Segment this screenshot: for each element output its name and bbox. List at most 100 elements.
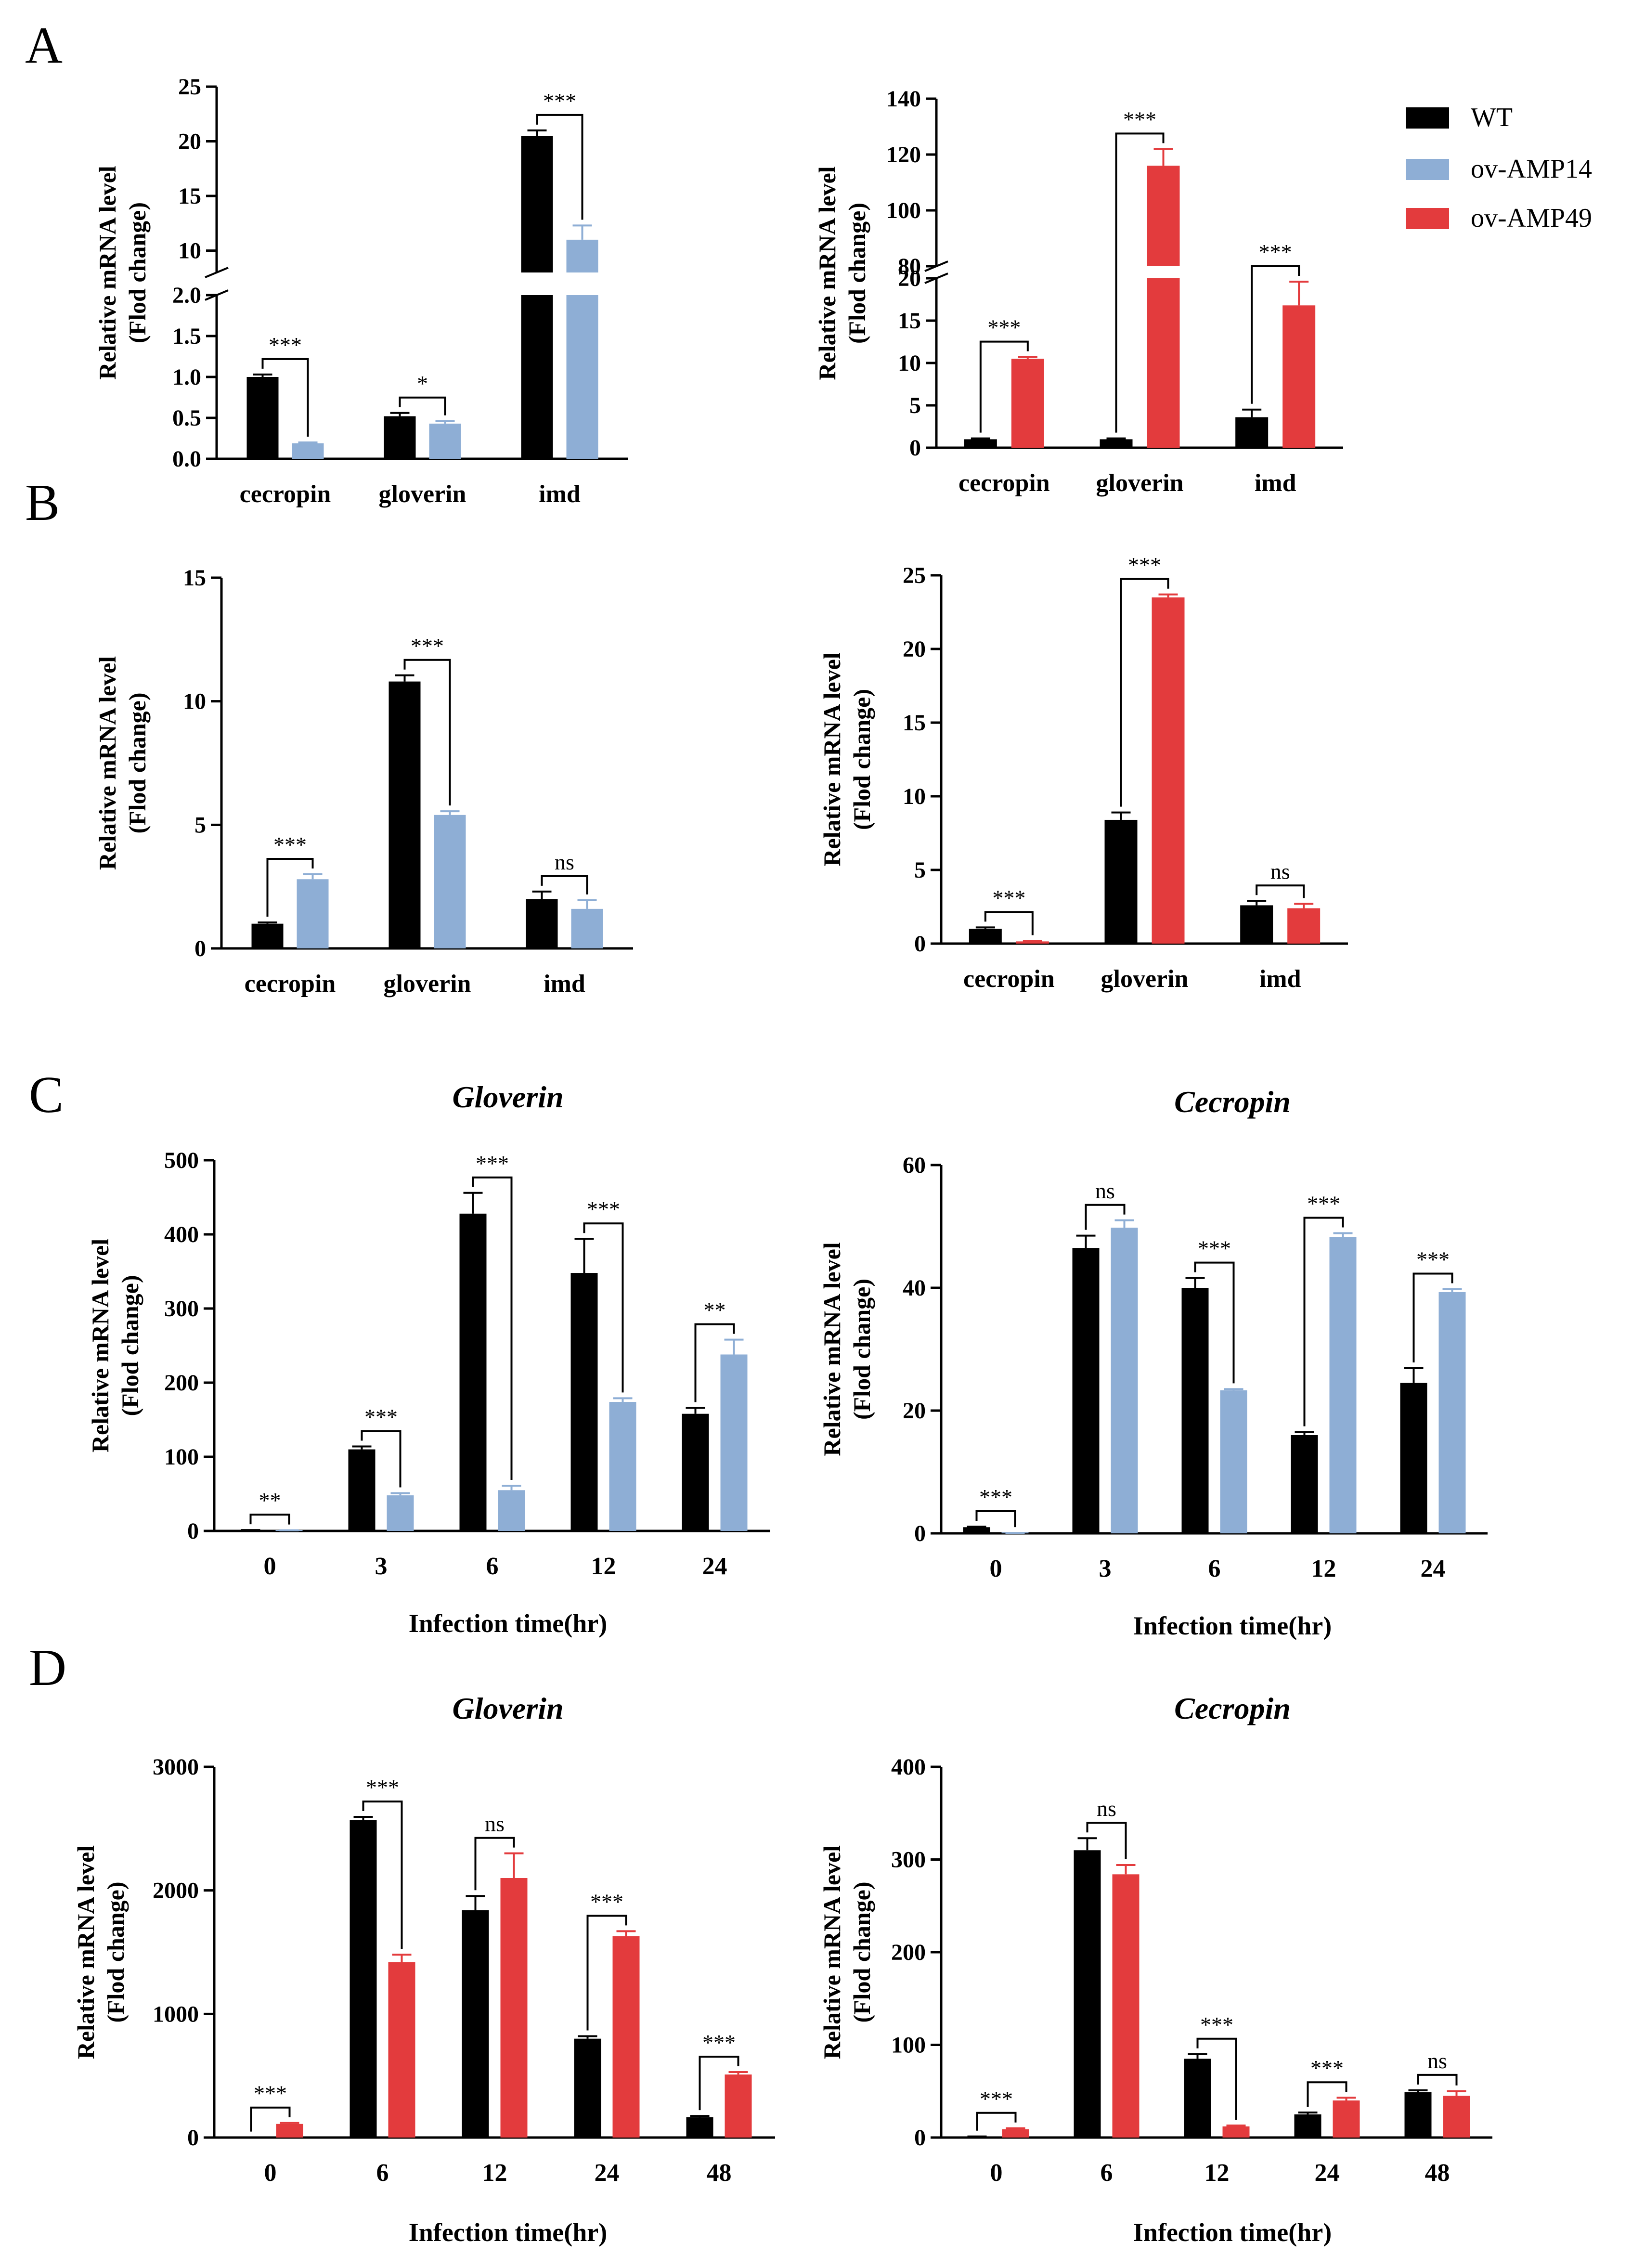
- bar-ov-amp14: [609, 1402, 636, 1531]
- bar-ov-amp14: [571, 908, 603, 948]
- significance-label: ***: [476, 1151, 509, 1176]
- y-axis-label: Relative mRNA level: [814, 166, 841, 380]
- x-tick-label: 24: [1315, 2159, 1340, 2187]
- y-tick-label: 25: [903, 563, 926, 588]
- axis-break-mark: [924, 260, 948, 272]
- significance-label: ns: [1270, 859, 1290, 883]
- x-tick-label: gloverin: [384, 970, 471, 998]
- significance-label: ***: [254, 2081, 287, 2106]
- panel-label-B: B: [25, 474, 60, 531]
- bar-wt: [1235, 417, 1269, 448]
- y-tick-label: 10: [183, 689, 206, 714]
- bar-ov-amp14: [429, 423, 461, 459]
- significance-label: ***: [1123, 107, 1156, 131]
- significance-bracket: [1412, 1272, 1453, 1363]
- x-tick-label: 12: [591, 1553, 616, 1580]
- significance-label: **: [259, 1488, 281, 1513]
- y-tick-label: 60: [903, 1153, 926, 1178]
- y-axis-label: Relative mRNA level: [87, 1239, 114, 1452]
- significance-bracket: [249, 1514, 290, 1525]
- bar-wt: [1240, 905, 1273, 944]
- significance-label: ***: [1198, 1236, 1231, 1261]
- x-tick-label: 0: [990, 2159, 1003, 2187]
- bar-wt: [1100, 439, 1133, 448]
- bar-wt: [1104, 819, 1138, 944]
- significance-bracket: [583, 1222, 624, 1393]
- bar-wt: [1404, 2092, 1432, 2138]
- y-tick-label: 40: [903, 1275, 926, 1301]
- significance-label: ***: [1200, 2012, 1233, 2037]
- y-axis-label: Relative mRNA level: [94, 166, 121, 379]
- significance-bracket: [976, 2112, 1017, 2131]
- y-axis-label-unit: (Flod change): [102, 1881, 129, 2022]
- axis-break-gap: [519, 272, 600, 295]
- x-tick-label: gloverin: [379, 480, 466, 508]
- y-axis-label: Relative mRNA level: [818, 1845, 845, 2059]
- bar-wt: [1294, 2114, 1321, 2138]
- bar-wt: [459, 1213, 487, 1531]
- y-tick-label: 1.0: [172, 364, 201, 390]
- chart-c-gloverin: 0 100 200 300 400 500 Relative mRNA level (Flod…: [87, 1080, 770, 1638]
- y-tick-label: 20: [178, 129, 201, 155]
- significance-bracket: [536, 114, 583, 220]
- x-tick-label: 6: [376, 2159, 389, 2187]
- bar-wt: [389, 681, 421, 948]
- chart-title: Gloverin: [452, 1080, 563, 1114]
- axis-break-gap: [245, 272, 326, 295]
- y-tick-label: 0.5: [172, 405, 201, 431]
- significance-bracket: [1085, 1204, 1126, 1230]
- bar-ov-amp14: [292, 443, 324, 459]
- bar-ov-amp14: [434, 815, 466, 948]
- chart-a-left: 0.0 0.5 1.0 1.5 2.0 10 15 20 25 Relative mRNA lev…: [94, 74, 628, 508]
- y-tick-label: 400: [891, 1754, 926, 1780]
- significance-bracket: [250, 2106, 291, 2132]
- bar-ov-amp49: [1222, 2126, 1250, 2138]
- y-tick-label: 2000: [153, 1878, 199, 1904]
- significance-bracket: [1307, 2081, 1347, 2107]
- legend-swatch-ov-amp14: [1406, 159, 1449, 180]
- y-tick-label: 10: [178, 238, 201, 264]
- significance-bracket: [1120, 578, 1169, 807]
- y-tick-label: 500: [164, 1148, 199, 1173]
- axis-break-gap: [382, 272, 463, 295]
- significance-label: ns: [1095, 1179, 1115, 1203]
- y-tick-label: 0: [194, 936, 206, 961]
- significance-label: ***: [273, 832, 307, 857]
- x-axis-label: Infection time(hr): [409, 1609, 607, 1638]
- x-tick-label: imd: [544, 970, 585, 998]
- bar-ov-amp49: [612, 1936, 640, 2138]
- bar-wt: [350, 1820, 377, 2138]
- significance-label: ***: [411, 634, 444, 658]
- chart-title: Cecropin: [1174, 1691, 1291, 1725]
- y-tick-label: 5: [194, 812, 206, 838]
- y-tick-label: 0: [187, 2125, 199, 2151]
- bar-ov-amp49: [276, 2124, 303, 2138]
- y-axis-label-unit: (Flod change): [124, 692, 151, 833]
- significance-bracket: [474, 1837, 515, 1891]
- x-axis-label: Infection time(hr): [1133, 1611, 1332, 1640]
- chart-d-gloverin: 0 1000 2000 3000 Relative mRNA level (Flod ch…: [72, 1691, 775, 2247]
- bar-wt: [251, 923, 284, 948]
- x-tick-label: 6: [1208, 1555, 1221, 1582]
- y-tick-label: 20: [903, 636, 926, 662]
- y-axis-label-unit: (Flod change): [117, 1275, 143, 1416]
- x-tick-label: 0: [990, 1555, 1002, 1582]
- y-tick-label: 1000: [153, 2001, 199, 2027]
- y-tick-label: 15: [898, 308, 921, 334]
- bar-wt: [1074, 1850, 1101, 2138]
- axis-break-mark: [205, 267, 229, 278]
- y-tick-label: 1.5: [172, 324, 201, 349]
- y-tick-label: 20: [898, 266, 921, 291]
- bar-ov-amp49: [500, 1878, 528, 2138]
- y-axis-label-unit: (Flod change): [848, 689, 875, 830]
- bar-wt: [570, 1273, 598, 1531]
- y-tick-label: 100: [886, 198, 921, 223]
- significance-label: ***: [364, 1404, 398, 1429]
- bar-wt: [246, 377, 279, 459]
- significance-label: ***: [1259, 240, 1292, 264]
- significance-bracket: [1251, 265, 1300, 404]
- chart-b-left: 0 5 10 15 Relative mRNA level (Flod change) **…: [94, 565, 633, 998]
- y-tick-label: 300: [164, 1296, 199, 1322]
- y-tick-label: 10: [898, 350, 921, 376]
